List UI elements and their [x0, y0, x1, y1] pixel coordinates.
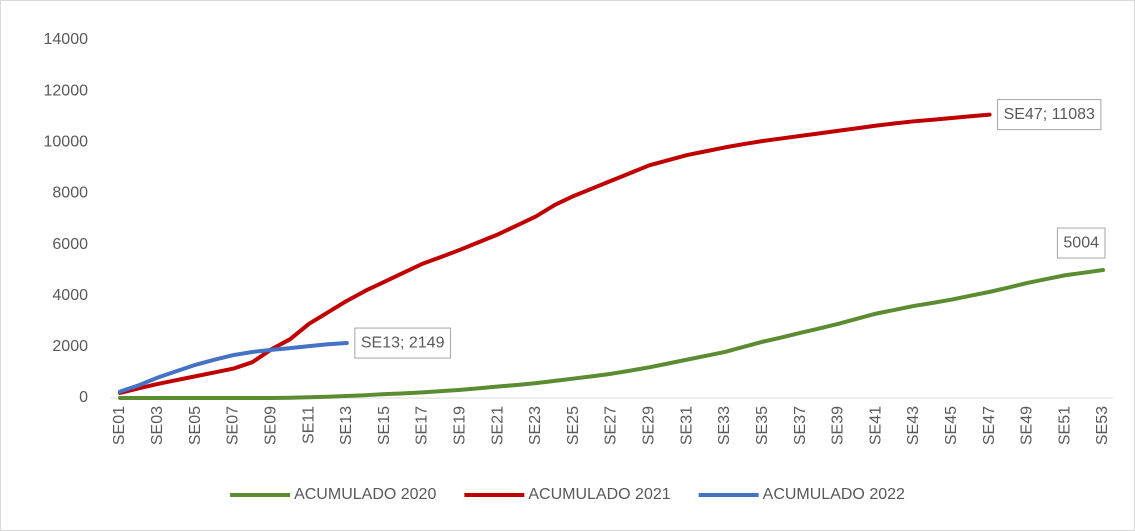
x-tick-label: SE21 — [489, 406, 506, 445]
x-tick-label: SE25 — [565, 406, 582, 445]
x-tick-label: SE01 — [111, 406, 128, 445]
x-tick-label: SE45 — [943, 406, 960, 445]
x-tick-label: SE39 — [830, 406, 847, 445]
x-tick-label: SE33 — [716, 406, 733, 445]
series-line — [118, 112, 992, 395]
y-tick-label: 10000 — [44, 134, 89, 151]
y-tick-label: 6000 — [52, 236, 88, 253]
data-label-box — [997, 99, 1102, 131]
x-tick-label: SE19 — [451, 406, 468, 445]
y-tick-label: 2000 — [52, 338, 88, 355]
x-tick-label: SE51 — [1056, 406, 1073, 445]
data-label: 5004 — [1063, 234, 1099, 251]
data-label-box — [1056, 227, 1106, 259]
y-tick-label: 8000 — [52, 185, 88, 202]
x-tick-label: SE05 — [187, 406, 204, 445]
x-tick-label: SE47 — [981, 406, 998, 445]
data-label-box — [354, 327, 451, 359]
x-tick-label: SE43 — [905, 406, 922, 445]
x-tick-label: SE37 — [792, 406, 809, 445]
y-tick-label: 14000 — [44, 31, 89, 48]
data-label: SE13; 2149 — [361, 334, 445, 351]
x-tick-label: SE13 — [338, 406, 355, 445]
x-tick-label: SE41 — [867, 406, 884, 445]
series-line — [118, 268, 1105, 400]
x-tick-label: SE03 — [149, 406, 166, 445]
x-tick-label: SE29 — [641, 406, 658, 445]
y-tick-label: 4000 — [52, 287, 88, 304]
x-tick-label: SE49 — [1019, 406, 1036, 445]
legend-label: ACUMULADO 2020 — [294, 486, 436, 503]
x-tick-label: SE17 — [414, 406, 431, 445]
x-tick-label: SE07 — [225, 406, 242, 445]
legend-label: ACUMULADO 2022 — [763, 486, 905, 503]
y-tick-label: 0 — [79, 389, 88, 406]
x-tick-label: SE11 — [300, 406, 317, 444]
x-tick-label: SE35 — [754, 406, 771, 445]
x-tick-label: SE15 — [376, 406, 393, 445]
data-label: SE47; 11083 — [1004, 106, 1095, 123]
series-line — [118, 341, 349, 394]
y-tick-label: 12000 — [44, 82, 89, 99]
legend-label: ACUMULADO 2021 — [528, 486, 670, 503]
x-tick-label: SE27 — [603, 406, 620, 445]
x-tick-label: SE53 — [1094, 406, 1111, 445]
x-tick-label: SE31 — [678, 406, 695, 445]
x-tick-label: SE09 — [262, 406, 279, 445]
x-tick-label: SE23 — [527, 406, 544, 445]
